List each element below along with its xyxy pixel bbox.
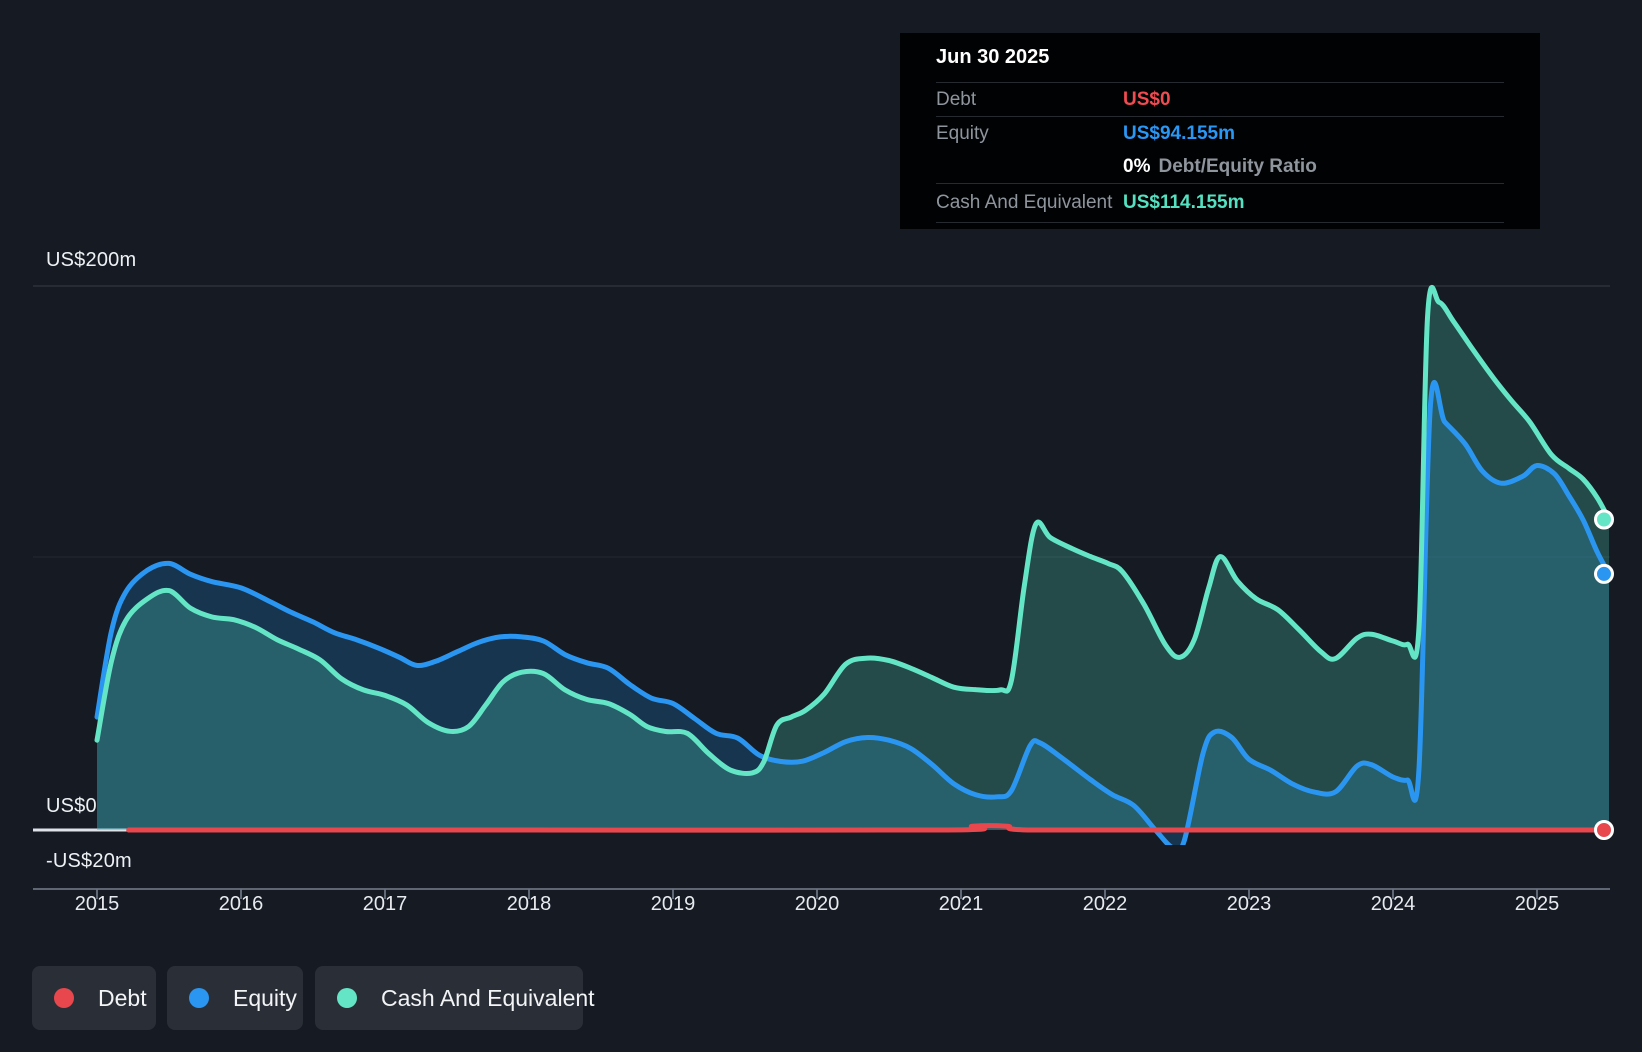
legend-cash-label: Cash And Equivalent <box>381 984 595 1011</box>
cash-end-marker[interactable] <box>1594 509 1614 530</box>
cash-color-dot-icon <box>337 988 357 1008</box>
x-axis-label: 2018 <box>506 893 552 915</box>
x-axis-label: 2023 <box>1226 893 1272 915</box>
chart-legend: Debt Equity Cash And Equivalent <box>0 966 1642 1030</box>
legend-equity-label: Equity <box>233 984 297 1011</box>
legend-debt-label: Debt <box>98 984 147 1011</box>
x-axis-label: 2020 <box>794 893 840 915</box>
y-axis-label-neg20m: -US$20m <box>46 850 132 872</box>
tooltip-ratio-value: 0% <box>1123 155 1151 177</box>
debt-line <box>126 823 1610 833</box>
equity-area <box>97 382 1609 845</box>
x-axis-label: 2024 <box>1370 893 1416 915</box>
tooltip-ratio-label: Debt/Equity Ratio <box>1158 155 1317 177</box>
x-axis-label: 2025 <box>1514 893 1560 915</box>
x-axis-label: 2017 <box>362 893 408 915</box>
tooltip-equity-label: Equity <box>936 122 989 144</box>
tooltip-cash-value: US$114.155m <box>1123 192 1245 213</box>
x-axis-label: 2022 <box>1082 893 1128 915</box>
cash-area <box>97 287 1609 830</box>
legend-item-equity[interactable]: Equity <box>167 966 303 1030</box>
tooltip-cash-label: Cash And Equivalent <box>936 192 1113 213</box>
equity-line <box>94 380 1610 845</box>
equity-color-dot-icon <box>189 988 209 1008</box>
x-axis-label: 2016 <box>218 893 264 915</box>
tooltip-equity-value: US$94.155m <box>1123 122 1235 144</box>
debt-end-marker[interactable] <box>1594 820 1614 840</box>
y-axis-label-0: US$0 <box>46 795 97 817</box>
x-axis-label: 2019 <box>650 893 696 915</box>
chart-tooltip: Jun 30 2025 Debt US$0 Equity US$94.155m … <box>900 33 1540 229</box>
debt-color-dot-icon <box>54 988 74 1008</box>
legend-item-cash[interactable]: Cash And Equivalent <box>315 966 595 1030</box>
tooltip-debt-value: US$0 <box>1123 88 1171 110</box>
tooltip-debt-label: Debt <box>936 88 977 110</box>
series-group <box>94 284 1610 845</box>
legend-item-debt[interactable]: Debt <box>32 966 156 1030</box>
equity-end-marker[interactable] <box>1594 563 1614 584</box>
y-axis-label-200m: US$200m <box>46 249 137 271</box>
tooltip-date: Jun 30 2025 <box>936 33 1504 83</box>
cash-line <box>94 284 1610 776</box>
x-axis-label: 2021 <box>938 893 984 915</box>
x-axis-label: 2015 <box>74 893 120 915</box>
